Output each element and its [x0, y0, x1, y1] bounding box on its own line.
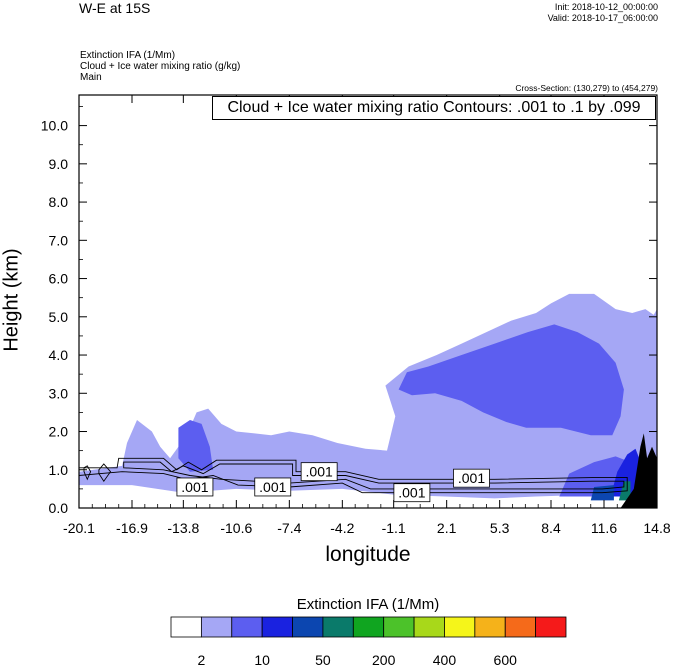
colorbar-swatch [261, 616, 293, 638]
x-tick-label: -4.2 [330, 520, 354, 536]
shade-region-1 [398, 324, 624, 436]
x-axis: -20.1 -16.9 -13.8 -10.6 -7.4 -4.2 -1.1 2.1 5.3 8.… [63, 95, 671, 536]
colorbar-swatch [322, 616, 354, 638]
field-label-extinction: Extinction IFA (1/Mm) [80, 50, 176, 61]
x-tick-label: 2.1 [437, 520, 457, 536]
terrain-fill [620, 433, 657, 508]
x-tick-label: -13.8 [167, 520, 199, 536]
cross-section-label: Cross-Section: (130,279) to (454,279) [515, 83, 658, 93]
terrain-layer [620, 433, 657, 508]
x-tick-label: -10.6 [220, 520, 252, 536]
colorbar-swatch [292, 616, 324, 638]
colorbar-label: 400 [432, 652, 457, 668]
colorbar-swatch [474, 616, 506, 638]
y-tick-label: 9.0 [49, 156, 69, 172]
contour-label: .001 [259, 479, 286, 495]
colorbar-swatch [383, 616, 415, 638]
contour-label: .001 [306, 464, 333, 480]
contour-label-box [300, 462, 338, 482]
y-tick-label: 8.0 [49, 194, 69, 210]
cloud-contour-3 [98, 463, 112, 483]
y-tick-label: 4.0 [49, 347, 69, 363]
y-axis-label: Height (km) [0, 248, 23, 352]
y-tick-label: 1.0 [49, 462, 69, 478]
colorbar-swatch [535, 616, 567, 638]
x-tick-label: -20.1 [63, 520, 95, 536]
colorbar-label: 2 [197, 652, 206, 668]
x-tick-label: 5.3 [490, 520, 510, 536]
colorbar-label: 50 [315, 652, 331, 668]
shading-layer [79, 293, 657, 501]
shade-region-2 [178, 420, 214, 472]
contour-label-box [254, 477, 292, 497]
chart-title: W-E at 15S [79, 0, 151, 16]
colorbar-swatch [504, 616, 537, 638]
contour-info-box: Cloud + Ice water mixing ratio Contours:… [212, 96, 656, 120]
y-axis: 0.0 1.0 2.0 3.0 4.0 5.0 6.0 7.0 8.0 9.0 10.0 [41, 106, 657, 516]
contour-label: .001 [398, 485, 425, 501]
field-label-main: Main [80, 72, 102, 83]
x-axis-label: longitude [325, 543, 411, 566]
x-tick-label: 14.8 [643, 520, 670, 536]
x-tick-label: 8.4 [541, 520, 561, 536]
y-tick-label: 2.0 [49, 424, 69, 440]
colorbar-label: 600 [493, 652, 517, 668]
y-tick-label: 6.0 [49, 271, 69, 287]
shade-region-4 [610, 448, 643, 497]
cloud-contour-2 [83, 465, 92, 481]
colorbar [170, 616, 567, 638]
contour-label-box [176, 477, 214, 497]
colorbar-swatch [444, 616, 476, 638]
contour-label-box [453, 468, 490, 488]
colorbar-label: 10 [254, 652, 270, 668]
colorbar-swatch [231, 616, 263, 638]
x-tick-label: 11.6 [591, 520, 617, 536]
contour-label: .001 [181, 479, 208, 495]
x-tick-label: -7.4 [277, 520, 301, 536]
colorbar-label: 200 [372, 652, 396, 668]
init-time: Init: 2018-10-12_00:00:00 [554, 2, 658, 12]
colorbar-swatch [352, 616, 385, 638]
contour-label: .001 [458, 470, 485, 486]
field-label-mixing-ratio: Cloud + Ice water mixing ratio (g/kg) [80, 61, 241, 72]
x-tick-label: -1.1 [382, 520, 406, 536]
y-tick-label: 7.0 [49, 232, 69, 248]
valid-time: Valid: 2018-10-17_06:00:00 [547, 13, 658, 23]
y-tick-label: 0.0 [49, 500, 69, 516]
contour-labels: .001 .001 .001 .001 .001 [176, 462, 490, 503]
contour-label-box [393, 483, 431, 503]
y-tick-label: 3.0 [49, 385, 69, 401]
x-tick-label: -16.9 [116, 520, 148, 536]
colorbar-swatch [170, 616, 202, 638]
y-tick-label: 10.0 [41, 118, 68, 134]
colorbar-swatch [200, 616, 233, 638]
colorbar-swatch [413, 616, 445, 638]
y-tick-label: 5.0 [49, 309, 69, 325]
colorbar-title: Extinction IFA (1/Mm) [296, 596, 440, 613]
